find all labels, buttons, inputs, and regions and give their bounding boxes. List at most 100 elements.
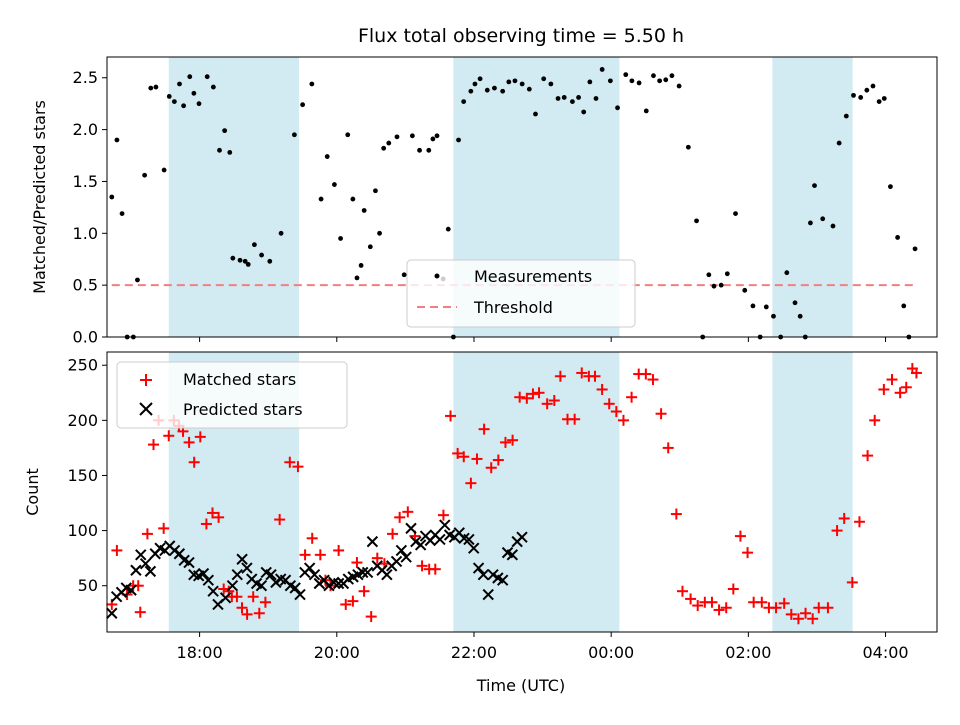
matched-point (541, 398, 553, 410)
matched-point (163, 430, 175, 442)
predicted-point-b (120, 582, 132, 594)
matched-point (236, 602, 248, 614)
predicted-point-b (265, 568, 277, 581)
top-legend: Measurements Threshold (406, 259, 636, 328)
measurement-point (718, 282, 724, 288)
matched-point (231, 591, 243, 603)
predicted-point (173, 548, 186, 560)
measurement-point (519, 81, 525, 87)
predicted-point (289, 582, 301, 594)
observing-band-1 (168, 57, 300, 337)
measurement-point (623, 72, 629, 78)
matched-point (247, 591, 259, 603)
matched-point (900, 381, 912, 393)
measurement-point (259, 252, 264, 258)
y-tick-label: 50 (78, 576, 98, 595)
matched-point (533, 387, 545, 399)
matched-point (485, 462, 497, 474)
measurement-point (237, 257, 243, 263)
measurement-point (171, 99, 177, 104)
predicted-point-b (260, 566, 272, 579)
predicted-point (434, 533, 446, 546)
legend-label-matched: Matched stars (183, 370, 296, 389)
predicted-point-b (188, 568, 200, 581)
predicted-point-b (434, 533, 446, 546)
predicted-point (241, 562, 253, 574)
predicted-point-b (250, 577, 263, 590)
predicted-point-b (202, 574, 215, 586)
measurement-point (394, 134, 400, 140)
measurement-point (430, 136, 436, 142)
matched-point (111, 544, 123, 556)
predicted-point (472, 562, 485, 574)
predicted-point (468, 542, 480, 554)
predicted-point (400, 551, 412, 563)
predicted-point-b (472, 562, 485, 574)
matched-point (158, 522, 170, 534)
predicted-point (144, 565, 157, 578)
measurement-point (324, 154, 330, 159)
matched-point (756, 596, 768, 608)
measurement-point (472, 81, 478, 87)
top-y-ticks: 0.0 0.5 1.0 1.5 2.0 2.5 (73, 68, 107, 347)
predicted-point (219, 592, 232, 604)
matched-point (662, 442, 674, 454)
predicted-point-b (506, 549, 519, 561)
matched-point (402, 506, 414, 518)
legend-marker-predicted (139, 402, 153, 416)
count-points (106, 363, 922, 625)
measurement-point (345, 132, 351, 138)
measurement-point (196, 101, 202, 107)
predicted-point (323, 579, 335, 592)
measurement-point (242, 258, 248, 264)
observing-band-3 (772, 352, 853, 632)
measurement-point (830, 223, 836, 229)
matched-point (306, 532, 318, 544)
legend-marker-measurements (434, 273, 440, 279)
measurement-point (484, 87, 490, 93)
measurement-point (570, 99, 575, 104)
predicted-point (395, 544, 408, 557)
legend-marker-matched (140, 374, 152, 386)
measurement-point (548, 81, 554, 87)
matched-point (416, 560, 428, 572)
predicted-point-b (414, 539, 427, 551)
matched-point (727, 583, 739, 595)
measurement-point (267, 258, 273, 264)
measurement-point (477, 76, 483, 82)
measurement-point (901, 303, 907, 309)
predicted-point-b (219, 592, 232, 604)
y-tick-label: 0.5 (73, 276, 98, 295)
observing-bands (168, 57, 853, 337)
measurement-point (643, 108, 649, 114)
y-tick-label: 250 (67, 356, 98, 375)
matched-point (314, 549, 326, 561)
matched-point (218, 583, 230, 595)
measurement-point (763, 304, 769, 310)
measurement-point (434, 133, 440, 139)
measurement-point (177, 81, 182, 87)
matched-point (387, 528, 399, 540)
predicted-point (390, 555, 403, 568)
measurement-point (148, 85, 154, 91)
bottom-y-axis-label: Count (23, 468, 42, 516)
matched-point (603, 398, 615, 410)
predicted-point-b (366, 535, 379, 548)
matched-point (617, 414, 629, 426)
predicted-point-b (125, 584, 137, 596)
predicted-point-b (323, 579, 335, 592)
predicted-point (313, 577, 326, 590)
matched-point (241, 608, 253, 620)
bottom-axes-frame (106, 351, 938, 633)
measurement-point (843, 113, 849, 119)
measurement-point (230, 255, 236, 261)
measurement-point (191, 90, 197, 96)
matched-point (785, 608, 797, 620)
matched-point (846, 576, 858, 588)
predicted-point-b (135, 549, 147, 561)
x-tick-label: 04:00 (862, 643, 908, 662)
matched-point (792, 613, 804, 625)
matched-point (527, 388, 539, 400)
measurement-point (456, 137, 461, 143)
matched-point (194, 431, 206, 443)
